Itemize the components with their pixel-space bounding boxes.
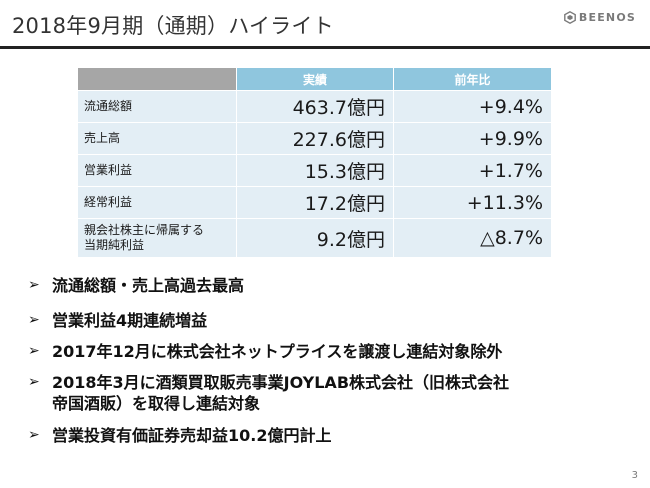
- logo-text: BEENOS: [578, 11, 636, 24]
- arrow-bullet-icon: ➢: [28, 277, 40, 293]
- bullet-text: 2017年12月に株式会社ネットプライスを譲渡し連結対象除外: [52, 341, 628, 362]
- actual-value: 15.3億円: [236, 154, 394, 187]
- row-label: 売上高: [77, 122, 237, 155]
- list-item: ➢ 2018年3月に酒類買取販売事業JOYLAB株式会社（旧株式会社 帝国酒販）…: [28, 372, 628, 414]
- table-row: 売上高 227.6億円 +9.9%: [77, 122, 552, 155]
- table-header-row: 実績 前年比: [77, 67, 552, 91]
- row-label: 営業利益: [77, 154, 237, 187]
- arrow-bullet-icon: ➢: [28, 312, 40, 328]
- bullet-text: 営業利益4期連続増益: [52, 310, 628, 331]
- row-label-line: 親会社株主に帰属する: [84, 223, 205, 237]
- list-item: ➢ 営業投資有価証券売却益10.2億円計上: [28, 425, 628, 446]
- bullet-text: 2018年3月に酒類買取販売事業JOYLAB株式会社（旧株式会社 帝国酒販）を取…: [52, 372, 628, 414]
- arrow-bullet-icon: ➢: [28, 374, 40, 390]
- yoy-value: +9.9%: [393, 122, 552, 155]
- highlight-bullet-list: ➢ 流通総額・売上高過去最高 ➢ 営業利益4期連続増益 ➢ 2017年12月に株…: [28, 272, 628, 446]
- row-label-line: 当期純利益: [84, 238, 145, 252]
- yoy-value: +11.3%: [393, 186, 552, 219]
- list-item: ➢ 流通総額・売上高過去最高: [28, 275, 628, 296]
- bullet-text: 営業投資有価証券売却益10.2億円計上: [52, 425, 628, 446]
- table-row: 流通総額 463.7億円 +9.4%: [77, 90, 552, 123]
- row-label-line: 経常利益: [84, 195, 133, 209]
- actual-value: 463.7億円: [236, 90, 394, 123]
- row-label-line: 営業利益: [84, 163, 133, 177]
- bullet-line: 営業利益4期連続増益: [52, 311, 208, 330]
- table-row: 営業利益 15.3億円 +1.7%: [77, 154, 552, 187]
- row-label: 経常利益: [77, 186, 237, 219]
- row-label-line: 売上高: [84, 131, 121, 145]
- table-row: 親会社株主に帰属する 当期純利益 9.2億円 △8.7%: [77, 218, 552, 258]
- header-cell-yoy: 前年比: [393, 67, 552, 91]
- hexagon-logo-icon: [564, 11, 576, 24]
- bullet-line: 2018年3月に酒類買取販売事業JOYLAB株式会社（旧株式会社: [52, 373, 510, 392]
- page-title: 2018年9月期（通期）ハイライト: [12, 14, 334, 38]
- list-item: ➢ 2017年12月に株式会社ネットプライスを譲渡し連結対象除外: [28, 341, 628, 362]
- bullet-line: 2017年12月に株式会社ネットプライスを譲渡し連結対象除外: [52, 342, 503, 361]
- title-divider: [0, 46, 650, 49]
- arrow-bullet-icon: ➢: [28, 343, 40, 359]
- row-label: 流通総額: [77, 90, 237, 123]
- header-cell-corner: [77, 67, 237, 91]
- bullet-line: 流通総額・売上高過去最高: [52, 276, 245, 295]
- row-label: 親会社株主に帰属する 当期純利益: [77, 218, 237, 258]
- yoy-value: △8.7%: [393, 218, 552, 258]
- bullet-text: 流通総額・売上高過去最高: [52, 275, 628, 296]
- yoy-value: +9.4%: [393, 90, 552, 123]
- actual-value: 227.6億円: [236, 122, 394, 155]
- actual-value: 9.2億円: [236, 218, 394, 258]
- page-number: 3: [631, 470, 638, 481]
- bullet-line: 帝国酒販）を取得し連結対象: [52, 394, 261, 413]
- list-item: ➢ 営業利益4期連続増益: [28, 310, 628, 331]
- row-label-line: 流通総額: [84, 99, 133, 113]
- company-logo: BEENOS: [564, 11, 636, 24]
- header-cell-actual: 実績: [236, 67, 394, 91]
- actual-value: 17.2億円: [236, 186, 394, 219]
- highlights-table: 実績 前年比 流通総額 463.7億円 +9.4% 売上高 227.6億円 +9…: [77, 67, 552, 258]
- bullet-line: 営業投資有価証券売却益10.2億円計上: [52, 426, 332, 445]
- table-row: 経常利益 17.2億円 +11.3%: [77, 186, 552, 219]
- arrow-bullet-icon: ➢: [28, 427, 40, 443]
- yoy-value: +1.7%: [393, 154, 552, 187]
